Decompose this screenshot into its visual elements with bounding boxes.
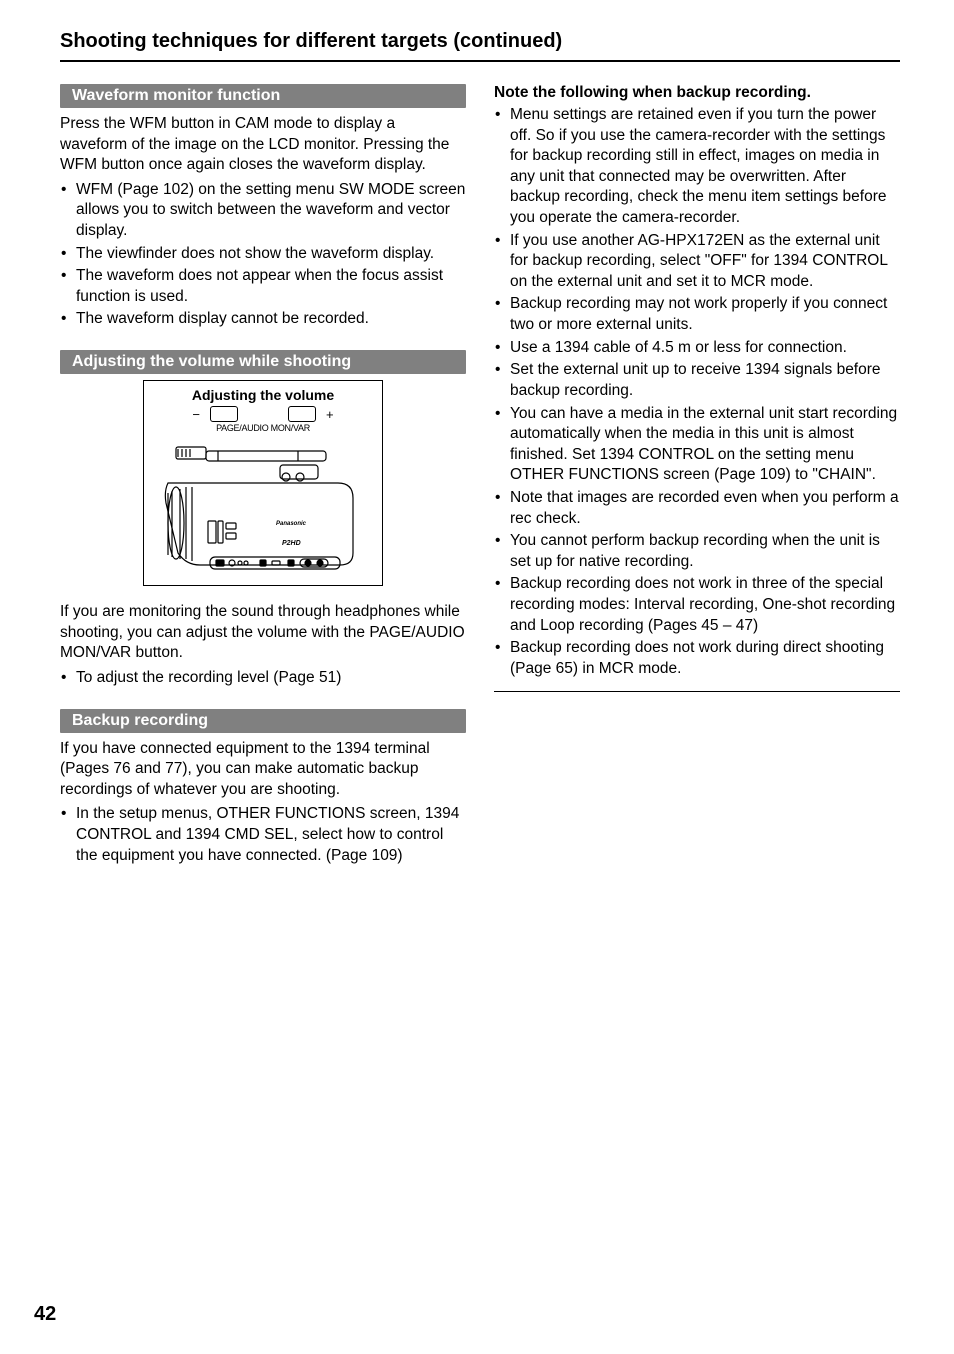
volume-buttons-row: − + — [144, 406, 382, 422]
list-item: Set the external unit up to receive 1394… — [494, 360, 900, 401]
volume-up-button-icon — [288, 406, 316, 422]
minus-label: − — [192, 407, 200, 422]
plus-label: + — [326, 407, 334, 422]
waveform-bullets: WFM (Page 102) on the setting menu SW MO… — [60, 180, 466, 330]
waveform-intro: Press the WFM button in CAM mode to disp… — [60, 114, 466, 176]
list-item: Use a 1394 cable of 4.5 m or less for co… — [494, 338, 900, 359]
list-item: If you use another AG-HPX172EN as the ex… — [494, 231, 900, 293]
list-item: The waveform display cannot be recorded. — [60, 309, 466, 330]
list-item: You can have a media in the external uni… — [494, 404, 900, 486]
list-item: Menu settings are retained even if you t… — [494, 105, 900, 229]
list-item: You cannot perform backup recording when… — [494, 531, 900, 572]
list-item: To adjust the recording level (Page 51) — [60, 668, 466, 689]
waveform-section-header: Waveform monitor function — [60, 84, 466, 108]
volume-figure: Adjusting the volume − + PAGE/AUDIO MON/… — [143, 380, 383, 586]
two-column-layout: Waveform monitor function Press the WFM … — [60, 84, 900, 874]
list-item: In the setup menus, OTHER FUNCTIONS scre… — [60, 804, 466, 866]
notes-bullets: Menu settings are retained even if you t… — [494, 105, 900, 679]
list-item: Backup recording does not work in three … — [494, 574, 900, 636]
left-column: Waveform monitor function Press the WFM … — [60, 84, 466, 874]
camera-illustration: Panasonic P2HD — [158, 443, 368, 573]
notes-header: Note the following when backup recording… — [494, 84, 900, 102]
backup-bullets: In the setup menus, OTHER FUNCTIONS scre… — [60, 804, 466, 866]
backup-notes-box: Note the following when backup recording… — [494, 84, 900, 692]
list-item: Note that images are recorded even when … — [494, 488, 900, 529]
page-title: Shooting techniques for different target… — [60, 30, 900, 62]
volume-section-header: Adjusting the volume while shooting — [60, 350, 466, 374]
list-item: WFM (Page 102) on the setting menu SW MO… — [60, 180, 466, 242]
right-column: Note the following when backup recording… — [494, 84, 900, 874]
page-number: 42 — [34, 1303, 56, 1326]
list-item: Backup recording may not work properly i… — [494, 294, 900, 335]
list-item: The viewfinder does not show the wavefor… — [60, 244, 466, 265]
list-item: Backup recording does not work during di… — [494, 638, 900, 679]
volume-down-button-icon — [210, 406, 238, 422]
volume-caption: PAGE/AUDIO MON/VAR — [144, 423, 382, 433]
backup-intro: If you have connected equipment to the 1… — [60, 739, 466, 801]
volume-body: If you are monitoring the sound through … — [60, 602, 466, 664]
svg-text:Panasonic: Panasonic — [276, 521, 307, 527]
volume-bullets: To adjust the recording level (Page 51) — [60, 668, 466, 689]
figure-title: Adjusting the volume — [144, 387, 382, 403]
backup-section-header: Backup recording — [60, 709, 466, 733]
list-item: The waveform does not appear when the fo… — [60, 266, 466, 307]
svg-text:P2HD: P2HD — [282, 540, 301, 547]
